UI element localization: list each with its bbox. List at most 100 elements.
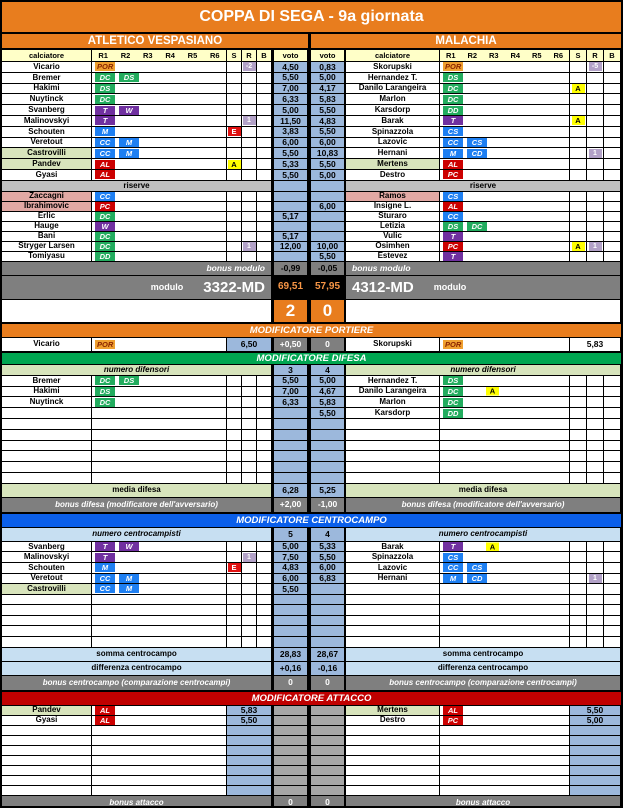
s-cell	[227, 115, 242, 127]
player-name: Vicario	[2, 62, 92, 73]
role-badge: W	[119, 542, 139, 552]
s-cell	[227, 462, 242, 473]
b-cell	[257, 137, 272, 149]
s-cell	[227, 573, 242, 585]
role-badge: AL	[443, 159, 463, 169]
reserve-row: Tomiyasu DD 5,50 Estevez T	[2, 251, 621, 262]
voto-away: 5,00	[309, 169, 346, 181]
player-roles	[440, 765, 570, 776]
r-cell	[242, 83, 257, 95]
role-badge: PC	[443, 715, 463, 725]
voto-home	[272, 201, 309, 212]
attacco-row	[2, 745, 621, 756]
lineup-row: Nuytinck DC 6,33 5,83 Marlon DC	[2, 94, 621, 106]
player-roles	[440, 725, 570, 736]
player-roles: PC	[440, 241, 570, 252]
r-cell	[587, 418, 604, 430]
r-cell: 1	[242, 241, 257, 252]
voto-away	[309, 615, 346, 627]
r-cell	[242, 626, 257, 638]
r-cell	[242, 408, 257, 419]
b-cell	[257, 231, 272, 242]
r-cell	[242, 159, 257, 170]
player-roles	[92, 451, 227, 463]
difesa-row: Bremer DC DS 5,50 5,00 Hernandez T. DS	[2, 375, 621, 387]
player-roles: CC CS	[440, 562, 570, 574]
attacco-row	[2, 775, 621, 786]
col-r2: R2	[467, 50, 478, 60]
player-roles: DS	[92, 83, 227, 95]
b-cell	[257, 72, 272, 84]
team-divider	[308, 34, 311, 50]
differenza-home: +0,16	[272, 661, 309, 676]
differenza-away: -0,16	[309, 661, 346, 676]
player-name: Hakimi	[2, 83, 92, 95]
attack-value-home	[227, 755, 272, 766]
b-cell	[257, 94, 272, 106]
player-roles	[440, 451, 570, 463]
b-cell	[257, 440, 272, 452]
difesa-row	[2, 440, 621, 452]
player-roles	[440, 745, 570, 756]
spacer-cell	[309, 755, 346, 766]
voto-away	[309, 221, 346, 232]
b-cell	[257, 451, 272, 463]
difesa-row: Hakimi DS 7,00 4,67 Danilo Larangeira DC A	[2, 386, 621, 398]
bonus-centrocampo-label-away: bonus centrocampo (comparazione centroca…	[346, 675, 621, 691]
s-cell	[570, 231, 587, 242]
voto-home: 5,17	[272, 231, 309, 242]
attack-value-away	[570, 725, 621, 736]
somma-label-home: somma centrocampo	[2, 647, 272, 662]
voto-away	[309, 191, 346, 202]
player-name: Vulic	[346, 231, 440, 242]
player-roles: DC DS	[92, 72, 227, 84]
player-roles: CC M	[92, 148, 227, 160]
s-cell	[227, 386, 242, 398]
s-cell	[227, 375, 242, 387]
r-cell	[587, 594, 604, 606]
role-badge: DS	[95, 386, 115, 396]
player-name: Gyasi	[2, 715, 92, 726]
media-difesa-label-away: media difesa	[346, 483, 621, 498]
b-cell	[257, 397, 272, 409]
player-roles	[92, 472, 227, 484]
banner-difesa: MODIFICATORE DIFESA	[2, 351, 621, 365]
role-badge: DS	[443, 376, 463, 386]
player-roles	[92, 440, 227, 452]
player-roles: DC	[92, 231, 227, 242]
player-name	[2, 765, 92, 776]
b-cell	[257, 148, 272, 160]
r-cell	[242, 72, 257, 84]
role-badge: AL	[443, 705, 463, 715]
lineup-row: Vicario POR -2 4,50 0,83 Skorupski POR -5	[2, 62, 621, 73]
modulo-away-cell: 4312-MD modulo	[346, 275, 621, 300]
role-badge: CD	[467, 148, 487, 158]
col-r3: R3	[143, 50, 153, 60]
attack-value-away	[570, 755, 621, 766]
s-cell	[227, 541, 242, 553]
attack-value-home	[227, 735, 272, 746]
b-cell	[257, 241, 272, 252]
voto-home: 5,00	[272, 541, 309, 553]
r-cell	[242, 605, 257, 616]
col-roles-away: R1 R2 R3 R4 R5 R6	[440, 50, 570, 62]
somma-centrocampo-row: somma centrocampo 28,83 28,67 somma cent…	[2, 647, 621, 662]
voto-home	[272, 594, 309, 606]
s-cell	[227, 241, 242, 252]
role-badge: W	[119, 105, 139, 115]
s-cell	[570, 451, 587, 463]
voto-away	[309, 594, 346, 606]
player-roles	[440, 735, 570, 746]
b-cell	[604, 231, 621, 242]
lineup-row: Hakimi DS 7,00 4,17 Danilo Larangeira DC A	[2, 83, 621, 95]
voto-home: 5,50	[272, 148, 309, 160]
player-roles: AL	[92, 705, 227, 716]
player-name	[2, 725, 92, 736]
player-roles: DC	[92, 241, 227, 252]
player-roles: M	[92, 126, 227, 138]
r-cell	[587, 94, 604, 106]
s-cell	[227, 408, 242, 419]
r-cell	[242, 375, 257, 387]
player-roles: AL	[440, 201, 570, 212]
b-cell	[604, 594, 621, 606]
